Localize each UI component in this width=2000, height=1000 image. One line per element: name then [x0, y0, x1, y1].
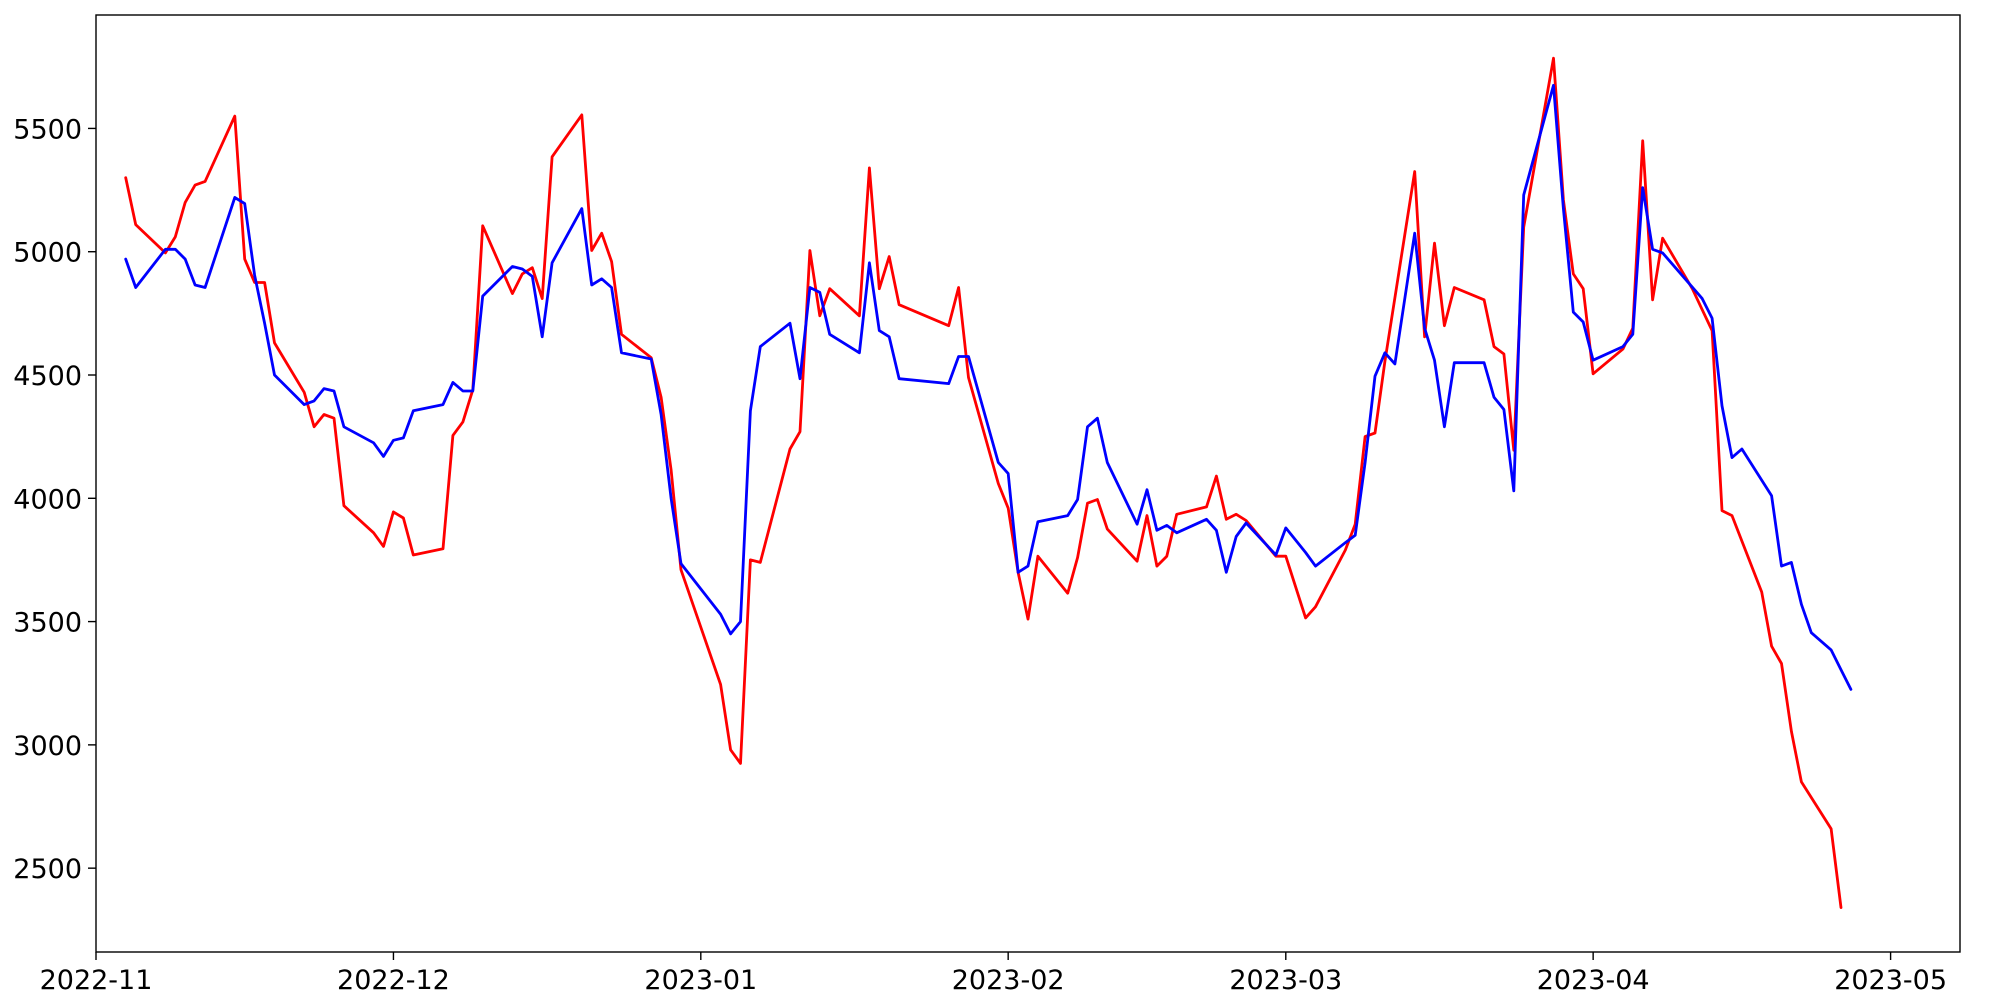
y-tick-label: 5500: [13, 114, 82, 145]
x-tick-label: 2023-05: [1834, 965, 1947, 996]
series-line-1: [124, 56, 1843, 909]
y-tick-label: 4500: [13, 361, 82, 392]
x-tick-label: 2023-04: [1537, 965, 1650, 996]
x-tick-label: 2022-11: [40, 965, 153, 996]
y-tick-label: 4000: [13, 484, 82, 515]
series-line-2: [124, 83, 1853, 691]
x-tick-label: 2023-01: [644, 965, 757, 996]
x-axis: 2022-11 2022-12 2023-01 2023-02 2023-03 2023-…: [40, 952, 1947, 996]
x-tick-label: 2023-03: [1229, 965, 1342, 996]
y-axis: 2500 3000 3500 4000 4500 5000 5500: [13, 114, 96, 885]
x-tick-label: 2023-02: [952, 965, 1065, 996]
series-layer: [124, 56, 1853, 909]
y-tick-label: 2500: [13, 854, 82, 885]
y-tick-label: 3000: [13, 731, 82, 762]
plot-frame: [95, 14, 1961, 953]
y-tick-label: 3500: [13, 608, 82, 639]
x-tick-label: 2022-12: [337, 965, 450, 996]
y-tick-label: 5000: [13, 238, 82, 269]
